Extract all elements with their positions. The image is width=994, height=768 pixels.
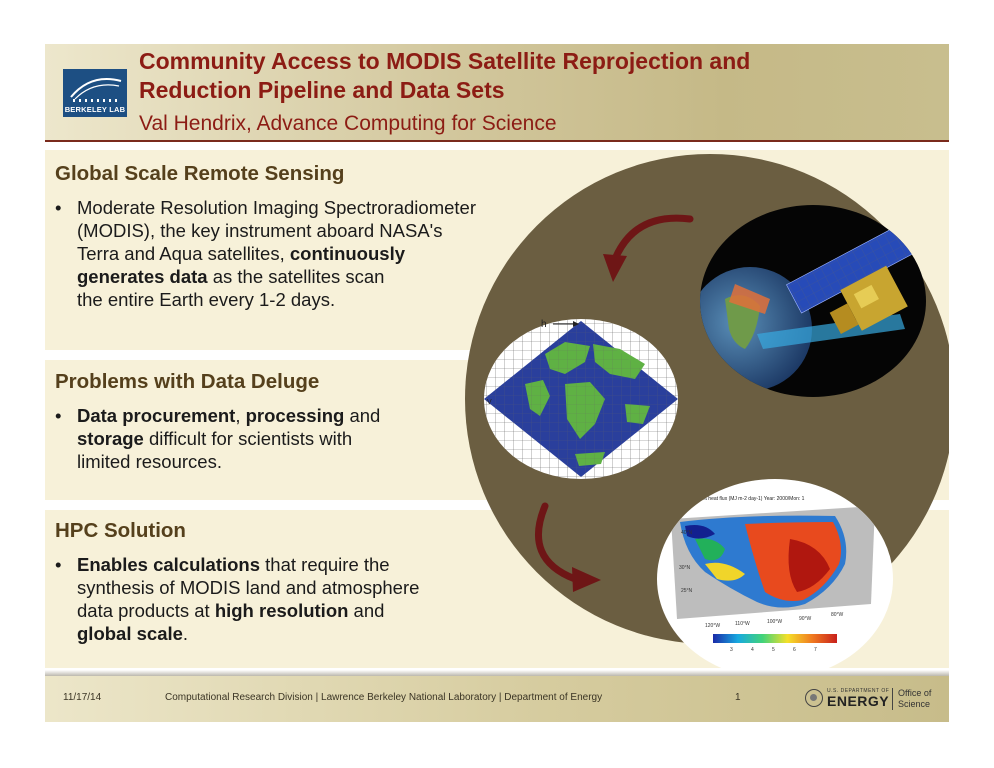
berkeley-lab-logo-icon	[70, 78, 122, 102]
bullet-line: data products at high resolution and	[77, 600, 385, 621]
page-title: Community Access to MODIS Satellite Repr…	[139, 47, 939, 105]
modis-tile-map: h V	[484, 319, 678, 479]
doe-seal-icon	[805, 689, 823, 707]
colorbar-tick: 3	[730, 647, 733, 653]
title-line-1: Community Access to MODIS Satellite Repr…	[139, 48, 751, 74]
bullet-line: storage difficult for scientists with	[77, 428, 353, 449]
bullet-line: generates data as the satellites scan	[77, 266, 385, 287]
heatmap-lon-label: 90°W	[799, 616, 812, 622]
footer-shadow	[45, 670, 949, 676]
title-line-2: Reduction Pipeline and Data Sets	[139, 77, 505, 103]
colorbar-tick: 7	[814, 647, 817, 653]
bullet-line: Terra and Aqua satellites, continuously	[77, 243, 406, 264]
section-title-data-deluge: Problems with Data Deluge	[55, 370, 320, 393]
footer-page-number: 1	[735, 692, 741, 703]
map-v-label: V	[487, 399, 492, 406]
slide: BERKELEY LAB Community Access to MODIS S…	[45, 44, 949, 722]
section-title-remote-sensing: Global Scale Remote Sensing	[55, 162, 345, 185]
heatmap-lon-label: 120°W	[705, 623, 720, 629]
heatmap-lon-label: 110°W	[735, 621, 750, 627]
logo-divider	[892, 688, 893, 710]
heatmap-lat-label: 40°N	[681, 530, 693, 536]
berkeley-lab-logo: BERKELEY LAB	[63, 69, 127, 117]
bullet-text: Data procurement, processing and storage…	[77, 404, 380, 473]
colorbar-tick: 6	[793, 647, 796, 653]
illustration-layer: h V	[484, 205, 926, 679]
bullet-icon: •	[55, 554, 62, 575]
colorbar-tick: 5	[772, 647, 775, 653]
colorbar-tick: 4	[751, 647, 754, 653]
page-subtitle: Val Hendrix, Advance Computing for Scien…	[139, 112, 557, 135]
bullet-line: limited resources.	[77, 451, 222, 472]
curved-arrow-icon	[535, 502, 601, 592]
heatmap-lon-label: 100°W	[767, 619, 782, 625]
footer-organization: Computational Research Division | Lawren…	[165, 692, 603, 703]
bullet-line: the entire Earth every 1-2 days.	[77, 289, 336, 310]
heatmap-lat-label: 30°N	[679, 565, 691, 571]
bullet-line: Enables calculations that require the	[77, 554, 390, 575]
curved-arrow-icon	[603, 214, 694, 282]
bullet-icon: •	[55, 197, 62, 218]
heatmap-lat-label: 25°N	[681, 588, 693, 594]
bullet-text: Enables calculations that require the sy…	[77, 553, 419, 645]
bullet-line: (MODIS), the key instrument aboard NASA'…	[77, 220, 443, 241]
heatmap-title: Latent heat flux (MJ m-2 day-1) Year: 20…	[693, 496, 805, 502]
footer-date: 11/17/14	[63, 692, 102, 703]
heatmap-lon-label: 80°W	[831, 612, 844, 618]
header-band: BERKELEY LAB Community Access to MODIS S…	[45, 44, 949, 140]
bullet-data-deluge: • Data procurement, processing and stora…	[55, 404, 485, 476]
header-divider	[45, 140, 949, 142]
bullet-text: Moderate Resolution Imaging Spectroradio…	[77, 196, 476, 311]
map-h-label: h	[541, 319, 547, 330]
bullet-hpc-solution: • Enables calculations that require the …	[55, 553, 525, 649]
heat-flux-map: Latent heat flux (MJ m-2 day-1) Year: 20…	[657, 479, 893, 679]
energy-logo-word: ENERGY	[827, 693, 890, 709]
satellite-image	[700, 205, 926, 397]
bullet-line: synthesis of MODIS land and atmosphere	[77, 577, 420, 598]
footer-band: 11/17/14 Computational Research Division…	[45, 676, 949, 722]
energy-department-label: U.S. DEPARTMENT OF	[827, 688, 890, 694]
bullet-line: global scale.	[77, 623, 189, 644]
section-title-hpc-solution: HPC Solution	[55, 519, 186, 542]
office-of-science-label: Office of Science	[898, 688, 932, 709]
bullet-icon: •	[55, 405, 62, 426]
bullet-remote-sensing: • Moderate Resolution Imaging Spectrorad…	[55, 196, 655, 316]
bullet-line: Moderate Resolution Imaging Spectroradio…	[77, 197, 476, 218]
logo-text: BERKELEY LAB	[64, 105, 126, 114]
bullet-line: Data procurement, processing and	[77, 405, 381, 426]
